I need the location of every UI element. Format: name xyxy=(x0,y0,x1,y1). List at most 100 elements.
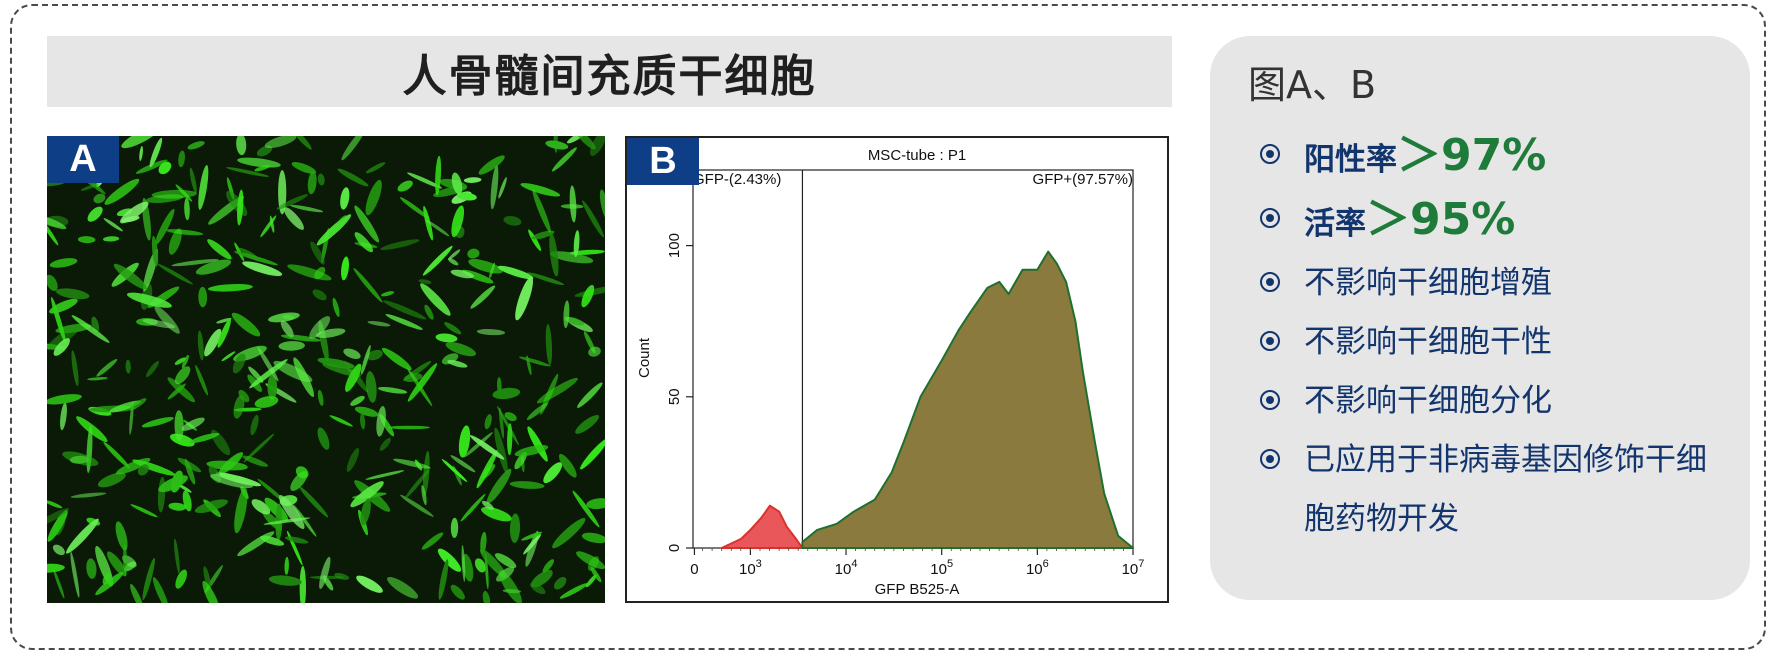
list-item: 不影响干细胞干性 xyxy=(1260,313,1734,372)
flow-cytometry-panel: MSC-tube : P1 GFP-(2.43%) GFP+(97.57%) G… xyxy=(625,136,1169,603)
cell-mark xyxy=(456,192,477,201)
y-tick-label: 100 xyxy=(666,233,683,258)
cell-mark xyxy=(287,264,332,281)
cell-mark xyxy=(423,205,434,241)
cell-mark xyxy=(95,572,124,596)
cell-mark xyxy=(437,548,462,572)
cell-mark xyxy=(123,543,127,577)
cell-mark xyxy=(549,232,559,277)
cell-mark xyxy=(360,413,366,430)
cell-mark xyxy=(234,487,248,534)
cell-mark xyxy=(376,406,386,437)
cell-mark xyxy=(421,532,444,550)
cell-mark xyxy=(448,249,461,260)
info-card: 图A、B 阳性率＞97% 活率＞95% 不影响干细胞增殖 不影响干细胞干性 不影… xyxy=(1210,36,1750,600)
cell-mark xyxy=(507,423,513,456)
cell-mark xyxy=(450,269,474,279)
cell-mark xyxy=(341,136,366,161)
cell-mark xyxy=(76,416,108,443)
cell-mark xyxy=(558,453,577,478)
item-label: 阳性率 xyxy=(1304,142,1397,178)
cell-mark xyxy=(360,344,371,375)
bullet-icon xyxy=(1260,208,1280,228)
cell-mark xyxy=(365,179,382,216)
cell-mark xyxy=(97,472,126,488)
cell-mark xyxy=(463,432,493,458)
cell-mark xyxy=(189,167,197,194)
cell-mark xyxy=(137,464,149,476)
cell-mark xyxy=(337,215,347,224)
cell-mark xyxy=(528,229,542,251)
cell-mark xyxy=(132,459,176,476)
cell-mark xyxy=(113,263,147,290)
cell-mark xyxy=(509,513,521,543)
cell-mark xyxy=(184,458,196,485)
cell-mark xyxy=(77,236,96,244)
cell-mark xyxy=(250,414,259,436)
fluorescence-image-panel: A xyxy=(47,136,605,603)
cell-mark xyxy=(503,215,522,226)
cell-mark xyxy=(468,259,503,274)
cell-mark xyxy=(284,536,309,544)
fluorescence-microscopy-image xyxy=(47,136,605,603)
cell-mark xyxy=(377,387,408,394)
cell-mark xyxy=(155,208,175,245)
cell-mark xyxy=(139,146,143,161)
y-tick-label: 50 xyxy=(666,388,683,405)
x-tick-label: 103 xyxy=(739,558,762,578)
cell-mark xyxy=(207,239,232,260)
cell-mark xyxy=(514,451,527,470)
cell-mark xyxy=(66,518,99,554)
cell-mark xyxy=(514,444,549,457)
cell-mark xyxy=(257,478,285,502)
cell-mark xyxy=(242,261,283,277)
cell-mark xyxy=(536,377,578,404)
cell-mark xyxy=(126,292,172,308)
bullet-icon xyxy=(1260,449,1280,469)
cell-mark xyxy=(257,347,279,382)
cell-mark xyxy=(492,387,521,400)
x-tick-label: 105 xyxy=(930,558,953,578)
cell-mark xyxy=(278,341,305,351)
cell-mark xyxy=(360,498,371,526)
cell-mark xyxy=(564,316,585,326)
cell-mark xyxy=(47,500,63,509)
cell-mark xyxy=(341,256,349,281)
cell-mark xyxy=(171,259,219,267)
cell-mark xyxy=(403,360,432,382)
cell-mark xyxy=(474,558,486,573)
cell-mark xyxy=(87,377,108,381)
cell-mark xyxy=(450,517,459,538)
cell-mark xyxy=(451,205,465,238)
cell-mark xyxy=(142,557,155,601)
cell-mark xyxy=(451,172,463,195)
list-item: 阳性率＞97% xyxy=(1260,126,1734,190)
cell-mark xyxy=(497,406,519,446)
cell-mark xyxy=(86,558,97,579)
cell-mark xyxy=(194,499,229,514)
cell-mark xyxy=(203,566,211,590)
list-item: 已应用于非病毒基因修饰干细胞药物开发 xyxy=(1260,431,1734,549)
cell-mark xyxy=(515,276,534,321)
cell-mark xyxy=(531,230,555,240)
cell-mark xyxy=(476,329,506,336)
cell-mark xyxy=(447,359,468,368)
cell-mark xyxy=(165,229,204,236)
cell-mark xyxy=(276,194,308,210)
x-axis-label: GFP B525-A xyxy=(875,581,960,598)
cell-mark xyxy=(542,559,554,573)
cell-mark xyxy=(55,288,90,300)
list-item: 不影响干细胞分化 xyxy=(1260,372,1734,431)
cell-mark xyxy=(424,304,434,320)
cell-mark xyxy=(365,162,386,174)
cell-mark xyxy=(486,468,512,504)
cell-mark xyxy=(317,427,330,450)
item-value: ＞95% xyxy=(1366,194,1516,245)
cell-mark xyxy=(104,178,140,205)
x-tick-label: 107 xyxy=(1122,558,1145,578)
cell-mark xyxy=(356,575,383,593)
cell-mark xyxy=(47,508,69,526)
cell-mark xyxy=(158,475,188,493)
cell-mark xyxy=(174,538,180,574)
cell-mark xyxy=(130,583,144,603)
